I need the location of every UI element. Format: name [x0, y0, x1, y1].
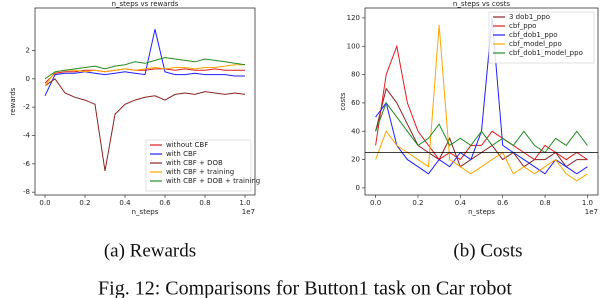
series-line [44, 68, 245, 84]
legend-label: 3 dob1_ppo [509, 13, 550, 21]
x-axis-label: n_steps [468, 208, 495, 216]
legend-label: without CBF [166, 141, 208, 149]
x-axis-label: n_steps [132, 208, 159, 216]
x-tick-label: 0.6 [497, 199, 509, 207]
y-tick-label: -2 [23, 103, 30, 111]
x-tick-label: 0.0 [370, 199, 381, 207]
y-tick-label: 100 [347, 42, 360, 50]
x-tick-label: 0.4 [455, 199, 467, 207]
legend-label: cbf_ppo [509, 22, 536, 30]
y-tick-label: 2 [26, 47, 30, 55]
figure-caption: Fig. 12: Comparisons for Button1 task on… [98, 278, 512, 298]
y-tick-label: 80 [351, 71, 360, 79]
y-tick-label: 0 [356, 184, 360, 192]
x-tick-label: 0.0 [39, 199, 50, 207]
legend-label: cbf_dob1_ppo [509, 31, 558, 39]
legend-label: with CBF + DOB + training [166, 177, 260, 185]
y-axis-label: costs [339, 92, 347, 111]
x-tick-label: 0.2 [412, 199, 423, 207]
y-tick-label: 120 [347, 14, 360, 22]
series-line [44, 29, 245, 97]
series-line [44, 57, 246, 80]
subcaption: (a) Rewards [104, 240, 196, 261]
legend-label: with CBF + DOB [166, 159, 223, 167]
y-axis-label: rewards [9, 87, 17, 115]
legend-box [488, 11, 595, 64]
y-tick-label: -4 [23, 132, 31, 140]
plot-frame [34, 7, 256, 196]
series-line [44, 78, 246, 171]
y-tick-label: 0 [26, 75, 30, 83]
x-tick-label: 0.4 [119, 199, 131, 207]
series-line [375, 101, 588, 154]
series-line [44, 64, 245, 87]
legend-label: cbf_dob1_model_ppo [509, 49, 583, 57]
y-tick-label: 40 [351, 127, 360, 135]
plot-frame [364, 7, 599, 196]
series-line [375, 24, 588, 182]
legend-label: with CBF + training [166, 168, 234, 176]
x-offset-label: 1e7 [242, 208, 255, 216]
chart-title: n_steps vs rewards [112, 0, 179, 8]
legend-box [145, 139, 252, 192]
legend-label: with CBF [166, 150, 197, 158]
y-tick-label: -8 [23, 188, 30, 196]
x-tick-label: 0.6 [159, 199, 171, 207]
x-tick-label: 0.2 [79, 199, 90, 207]
x-tick-label: 1.0 [239, 199, 250, 207]
y-tick-label: 60 [351, 99, 360, 107]
x-tick-label: 1.0 [582, 199, 593, 207]
series-line [375, 44, 588, 161]
x-offset-label: 1e7 [585, 208, 598, 216]
x-tick-label: 0.8 [539, 199, 550, 207]
subcaption: (b) Costs [453, 240, 522, 261]
x-tick-label: 0.8 [199, 199, 210, 207]
y-tick-label: -6 [23, 160, 31, 168]
chart-title: n_steps vs costs [453, 0, 510, 8]
legend-label: cbf_model_ppo [509, 40, 562, 48]
y-tick-label: 20 [351, 156, 360, 164]
